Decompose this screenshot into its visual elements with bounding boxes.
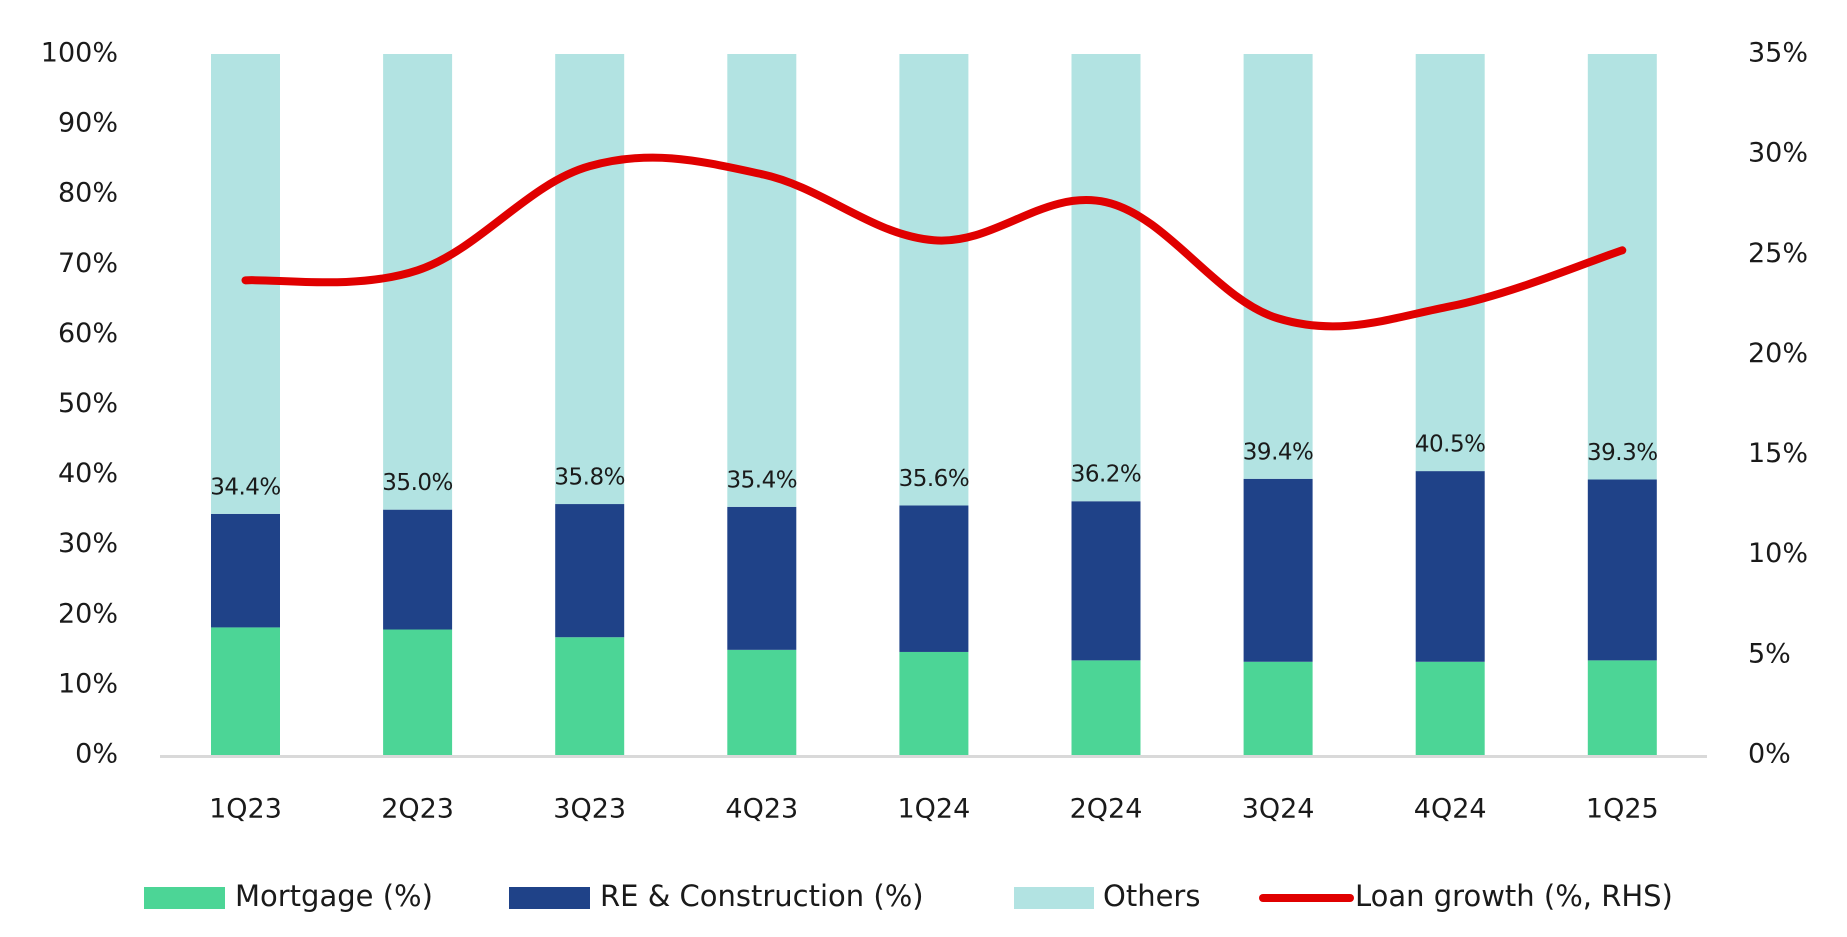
- bar-re-construction-1q23: [211, 513, 280, 628]
- y-tick-right-label: 5%: [1748, 638, 1791, 669]
- bar-others-4q24: [1415, 54, 1485, 472]
- bar-re-construction-1q24: [899, 505, 969, 652]
- bar-mortgage-2q23: [383, 629, 453, 755]
- data-label-4q23: 35.4%: [727, 467, 798, 493]
- legend-swatch: [1014, 887, 1094, 909]
- legend-item-others: Others: [1014, 879, 1200, 913]
- bar-mortgage-3q23: [555, 637, 625, 755]
- bar-others-3q24: [1243, 54, 1313, 479]
- x-tick-label-1q24: 1Q24: [898, 794, 971, 825]
- data-label-2q23: 35.0%: [382, 470, 453, 496]
- x-tick-label-2q24: 2Q24: [1070, 794, 1143, 825]
- y-tick-right-label: 15%: [1748, 438, 1808, 469]
- y-tick-left-label: 20%: [58, 598, 118, 629]
- bars-layer: [211, 54, 1657, 755]
- bar-re-construction-2q23: [383, 509, 453, 630]
- x-tick-label-2q23: 2Q23: [381, 794, 454, 825]
- y-tick-right-label: 0%: [1748, 739, 1791, 770]
- y-tick-right-label: 30%: [1748, 138, 1808, 169]
- bar-mortgage-1q25: [1587, 660, 1657, 755]
- y-tick-left-label: 40%: [58, 458, 118, 489]
- data-label-4q24: 40.5%: [1415, 432, 1486, 458]
- data-label-1q24: 35.6%: [899, 466, 970, 492]
- x-tick-label-4q23: 4Q23: [725, 794, 798, 825]
- x-tick-label-1q23: 1Q23: [209, 794, 282, 825]
- x-axis-labels: 1Q23 2Q23 3Q23 4Q23 1Q24 2Q24 3Q24 4Q24 1Q25: [209, 794, 1659, 825]
- y-tick-left-label: 50%: [58, 388, 118, 419]
- line-loan-growth-rhs: [241, 153, 1627, 331]
- y-tick-right-label: 10%: [1748, 538, 1808, 569]
- x-tick-label-4q24: 4Q24: [1414, 794, 1487, 825]
- y-tick-left-label: 0%: [75, 739, 118, 770]
- data-label-1q25: 39.3%: [1587, 440, 1658, 466]
- bar-re-construction-1q25: [1587, 479, 1657, 661]
- y-tick-left-label: 80%: [58, 178, 118, 209]
- bar-others-4q23: [727, 54, 797, 507]
- bar-others-1q24: [899, 54, 969, 506]
- bar-re-construction-3q24: [1243, 478, 1313, 662]
- legend-label: Mortgage (%): [235, 879, 433, 913]
- legend-label: Others: [1103, 879, 1200, 913]
- y-tick-left-label: 30%: [58, 528, 118, 559]
- legend-swatch: [509, 887, 590, 909]
- y-axis-right: 0% 5% 10% 15% 20% 25% 30% 35%: [1748, 38, 1808, 770]
- bar-others-1q25: [1587, 54, 1657, 480]
- x-tick-label-3q23: 3Q23: [553, 794, 626, 825]
- bar-mortgage-2q24: [1071, 660, 1141, 755]
- bar-re-construction-4q23: [727, 506, 797, 650]
- bar-mortgage-4q23: [727, 649, 797, 755]
- legend-item-loan-growth-rhs: Loan growth (%, RHS): [1259, 879, 1673, 913]
- y-tick-left-label: 70%: [58, 248, 118, 279]
- bar-mortgage-3q24: [1243, 661, 1313, 755]
- y-axis-left: 0% 10% 20% 30% 40% 50% 60% 70% 80% 90% 100%: [41, 38, 118, 770]
- data-labels-layer: 34.4% 35.0% 35.8% 35.4% 35.6% 36.2% 39.4% 40.5%…: [210, 432, 1658, 501]
- legend-label: Loan growth (%, RHS): [1355, 879, 1673, 913]
- line-layer: [241, 153, 1627, 331]
- bar-mortgage-1q23: [211, 627, 280, 755]
- data-label-2q24: 36.2%: [1071, 462, 1142, 488]
- legend-swatch: [144, 887, 225, 909]
- bar-mortgage-4q24: [1415, 661, 1485, 755]
- legend-item-re-construction: RE & Construction (%): [509, 879, 924, 913]
- data-label-1q23: 34.4%: [210, 474, 281, 500]
- bar-others-3q23: [555, 54, 625, 505]
- y-tick-right-label: 25%: [1748, 238, 1808, 269]
- bar-re-construction-4q24: [1415, 471, 1485, 662]
- legend: Mortgage (%) RE & Construction (%) Others L…: [144, 879, 1673, 913]
- y-tick-left-label: 90%: [58, 108, 118, 139]
- legend-label: RE & Construction (%): [600, 879, 924, 913]
- bar-others-2q24: [1071, 54, 1141, 502]
- x-tick-label-3q24: 3Q24: [1242, 794, 1315, 825]
- bar-re-construction-3q23: [555, 504, 625, 638]
- legend-item-mortgage: Mortgage (%): [144, 879, 433, 913]
- data-label-3q24: 39.4%: [1243, 439, 1314, 465]
- y-tick-left-label: 100%: [41, 38, 118, 69]
- bar-others-2q23: [383, 54, 453, 510]
- x-tick-label-1q25: 1Q25: [1586, 794, 1659, 825]
- y-tick-left-label: 10%: [58, 668, 118, 699]
- data-label-3q23: 35.8%: [554, 465, 625, 491]
- bar-mortgage-1q24: [899, 651, 969, 755]
- y-tick-left-label: 60%: [58, 318, 118, 349]
- y-tick-right-label: 35%: [1748, 38, 1808, 69]
- bar-re-construction-2q24: [1071, 501, 1141, 661]
- y-tick-right-label: 20%: [1748, 338, 1808, 369]
